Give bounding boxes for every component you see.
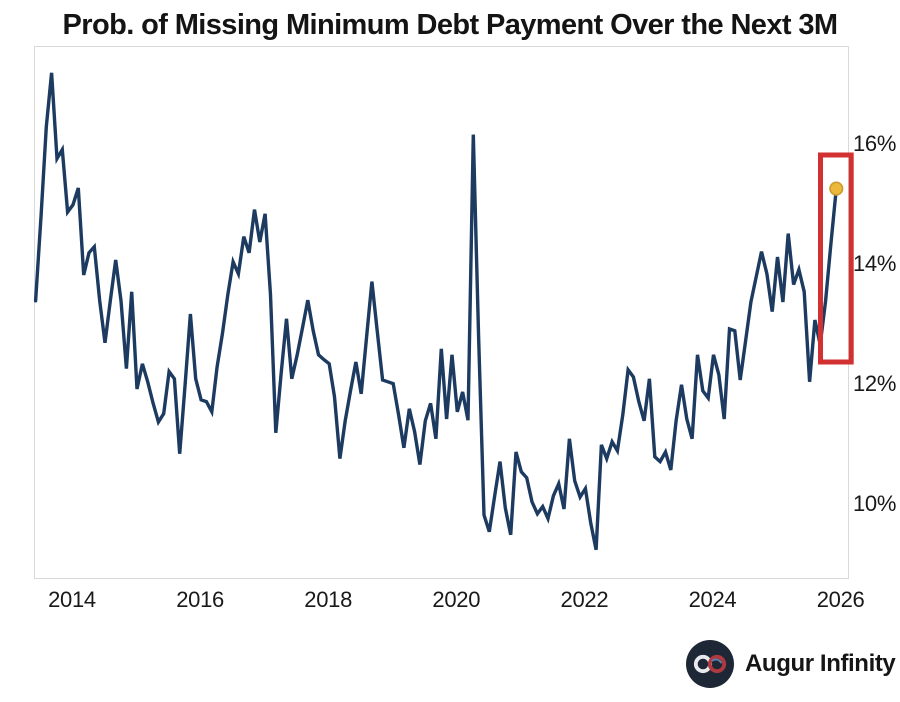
y-tick-label: 16% — [853, 130, 897, 156]
infinity-logo-icon — [686, 640, 734, 688]
x-tick-label: 2024 — [688, 587, 737, 612]
line-series — [33, 72, 838, 551]
chart-title: Prob. of Missing Minimum Debt Payment Ov… — [62, 9, 839, 41]
x-tick-label: 2018 — [304, 587, 353, 612]
y-tick-label: 14% — [853, 250, 897, 276]
y-tick-label: 12% — [853, 370, 897, 396]
plot-area — [33, 46, 854, 579]
x-tick-label: 2022 — [560, 587, 609, 612]
highlight-box — [818, 152, 854, 365]
brand-name: Augur Infinity — [745, 650, 896, 677]
plot-svg — [33, 72, 854, 551]
x-tick-label: 2016 — [176, 587, 224, 612]
y-tick-label: 10% — [853, 490, 897, 516]
latest-point-marker — [829, 181, 844, 196]
brand-footer: Augur Infinity — [686, 640, 896, 688]
x-tick-label: 2014 — [48, 587, 96, 612]
x-tick-label: 2026 — [816, 587, 865, 612]
x-tick-label: 2020 — [432, 587, 481, 612]
